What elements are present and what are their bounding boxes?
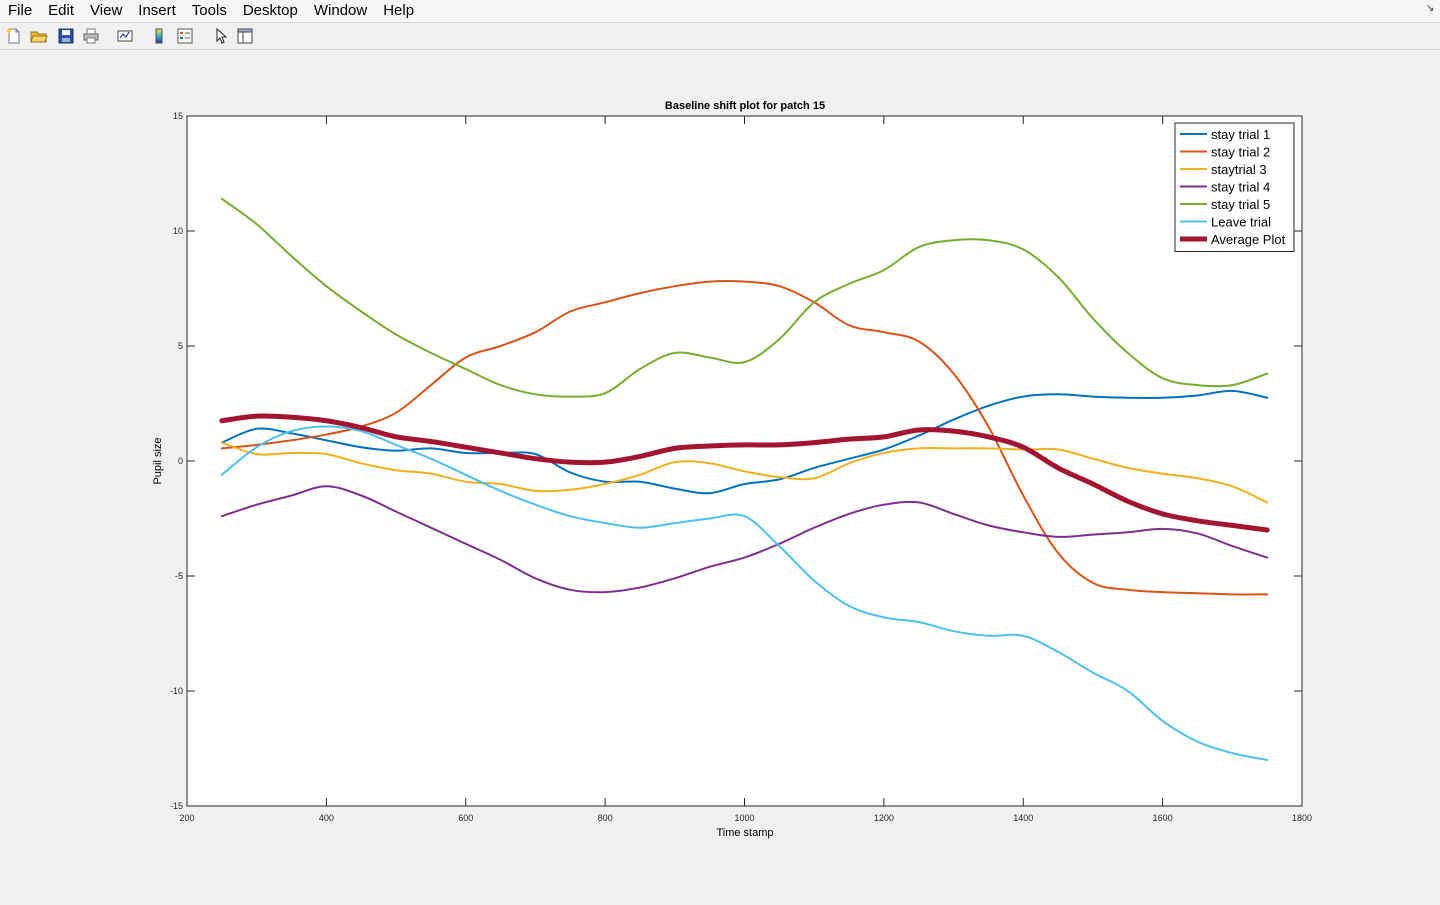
legend-label: Average Plot <box>1211 232 1286 247</box>
menu-edit[interactable]: Edit <box>48 2 75 19</box>
x-tick-labels: 200 400 600 800 1000 1200 1400 1600 1800 <box>179 813 1312 823</box>
series-line-stay-trial-4 <box>220 485 1269 594</box>
axis-ticks <box>186 115 1303 807</box>
x-tick-label: 1800 <box>1292 813 1312 823</box>
insert-legend-icon[interactable] <box>176 27 194 45</box>
insert-colorbar-icon[interactable] <box>150 27 168 45</box>
legend-label: stay trial 2 <box>1211 145 1270 160</box>
chart-title: Baseline shift plot for patch 15 <box>665 100 825 112</box>
menu-view[interactable]: View <box>90 2 123 19</box>
series-line-stay-trial-1 <box>220 389 1269 495</box>
open-file-icon[interactable] <box>30 27 48 45</box>
series-line-average-plot <box>219 413 1270 533</box>
y-tick-label: -15 <box>170 801 183 811</box>
menu-file[interactable]: File <box>8 2 33 19</box>
y-tick-label: 0 <box>178 456 183 466</box>
legend-label: staytrial 3 <box>1211 162 1267 177</box>
line-chart: 200 400 600 800 1000 1200 1400 1600 1800 15 10 5 0 -… <box>152 100 1312 839</box>
y-tick-label: 10 <box>173 226 183 236</box>
legend-label: stay trial 1 <box>1211 127 1270 142</box>
y-tick-label: 15 <box>173 111 183 121</box>
edit-plot-cursor-icon[interactable] <box>212 27 230 45</box>
legend[interactable]: stay trial 1 stay trial 2 staytrial 3 stay … <box>1174 122 1295 252</box>
menu-help[interactable]: Help <box>383 2 415 19</box>
legend-label: stay trial 4 <box>1211 180 1270 195</box>
menu-desktop[interactable]: Desktop <box>242 2 298 19</box>
x-tick-label: 1600 <box>1153 813 1173 823</box>
x-tick-label: 1000 <box>734 813 754 823</box>
legend-label: Leave trial <box>1211 215 1271 230</box>
x-tick-label: 1200 <box>874 813 894 823</box>
series-line-staytrial-3 <box>220 441 1269 504</box>
y-tick-labels: 15 10 5 0 -5 -10 -15 <box>170 111 183 811</box>
figure-canvas: 200 400 600 800 1000 1200 1400 1600 1800 15 10 5 0 -… <box>0 50 1440 900</box>
y-tick-label: -5 <box>175 571 183 581</box>
link-plot-icon[interactable] <box>116 27 134 45</box>
x-tick-label: 800 <box>598 813 613 823</box>
figure-toolbar <box>0 23 1440 50</box>
y-tick-label: -10 <box>170 686 183 696</box>
legend-label: stay trial 5 <box>1211 197 1270 212</box>
series-line-leave-trial <box>220 425 1269 761</box>
x-tick-label: 200 <box>179 813 194 823</box>
x-tick-label: 1400 <box>1013 813 1033 823</box>
y-axis-label: Pupil size <box>152 437 164 484</box>
menu-window[interactable]: Window <box>313 2 368 19</box>
y-tick-label: 5 <box>178 341 183 351</box>
menu-bar: File Edit View Insert Tools Desktop Wind… <box>0 0 1440 23</box>
new-figure-icon[interactable] <box>5 27 23 45</box>
print-icon[interactable] <box>82 27 100 45</box>
plot-area[interactable] <box>186 115 1303 807</box>
series-line-stay-trial-2 <box>220 280 1269 596</box>
menu-insert[interactable]: Insert <box>138 2 176 19</box>
resize-corner-icon[interactable]: ↘ <box>1426 3 1435 14</box>
series-line-stay-trial-5 <box>220 197 1269 398</box>
x-axis-label: Time stamp <box>716 827 773 839</box>
save-icon[interactable] <box>57 27 75 45</box>
menu-tools[interactable]: Tools <box>191 2 227 19</box>
series-lines <box>219 197 1270 761</box>
property-inspector-icon[interactable] <box>236 27 254 45</box>
x-tick-label: 600 <box>458 813 473 823</box>
x-tick-label: 400 <box>319 813 334 823</box>
